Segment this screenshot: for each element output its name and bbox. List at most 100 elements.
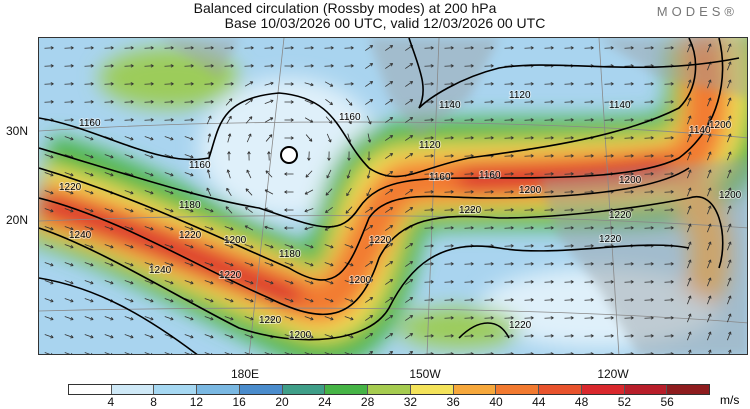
wind-arrow [344,244,354,249]
wind-arrow [226,115,232,125]
wind-arrow [504,226,514,230]
wind-arrow [366,187,372,197]
wind-arrow [204,244,214,249]
wind-arrow [246,133,252,143]
wind-arrow [344,64,354,68]
wind-arrow [64,190,74,195]
wind-arrow [304,189,314,195]
wind-arrow [664,226,674,230]
wind-arrow [44,298,54,303]
wind-arrow [405,261,414,267]
wind-arrow [204,280,214,285]
wind-arrow [706,277,712,287]
wind-arrow [686,43,692,53]
wind-arrow [444,46,454,50]
wind-arrow [244,334,254,339]
wind-arrow [264,64,274,68]
wind-arrow [124,244,134,249]
wind-arrow [144,262,154,267]
wind-arrow [267,151,271,161]
wind-arrow [604,226,614,230]
wind-arrow [366,115,372,125]
colorbar-tick: 20 [275,395,289,409]
wind-arrow [464,208,474,212]
wind-arrow [726,43,732,53]
colorbar-swatch [453,385,497,394]
wind-arrow [726,295,732,305]
wind-arrow [544,82,554,86]
contour-label: 1160 [479,170,501,181]
wind-arrow [706,259,712,269]
wind-arrow [184,352,193,354]
wind-arrow [524,100,534,104]
colorbar-swatch [282,385,326,394]
wind-arrow [686,223,692,233]
wind-arrow [304,64,314,68]
wind-arrow [664,352,674,354]
wind-arrow [604,316,614,320]
wind-arrow [424,172,434,176]
wind-arrow [44,172,54,177]
wind-arrow [224,262,234,267]
wind-arrow [686,241,692,251]
wind-arrow [484,46,494,50]
wind-arrow [504,208,514,212]
wind-arrow [564,226,574,230]
lon-label-120w: 120W [597,367,629,381]
wind-arrow [706,295,712,305]
wind-arrow [444,82,454,86]
wind-arrow [484,262,494,266]
wind-arrow [644,208,654,212]
wind-arrow [284,190,294,194]
wind-arrow [204,262,214,267]
wind-arrow [44,334,54,339]
contour-label: 1220 [179,230,202,241]
wind-arrow [124,82,134,86]
wind-arrow [64,244,74,249]
wind-arrow [284,118,294,122]
wind-arrow [244,206,253,213]
wind-arrow [424,226,434,230]
wind-arrow [184,244,194,249]
wind-arrow [144,208,154,213]
wind-arrow [44,244,54,249]
wind-arrow [604,262,614,266]
wind-arrow [44,280,54,285]
wind-arrow [144,334,154,339]
colorbar-tick: 16 [232,395,246,409]
wind-arrow [104,280,114,285]
contour-label: 1160 [79,118,101,129]
wind-arrow [225,98,233,106]
wind-arrow [204,100,214,104]
wind-arrow [464,100,474,104]
wind-arrow [104,100,114,104]
map-title: Balanced circulation (Rossby modes) at 2… [193,0,497,16]
wind-arrow [644,82,654,86]
wind-arrow [284,82,294,86]
wind-arrow [444,298,454,302]
wind-arrow [365,225,374,231]
wind-arrow [484,208,494,212]
wind-arrow [504,154,514,158]
wind-arrow [284,244,294,249]
wind-arrow [264,352,273,354]
wind-arrow [664,46,674,50]
wind-arrow [464,280,474,284]
wind-arrow [64,226,74,231]
wind-arrow [385,63,394,69]
contour-label: 1200 [709,120,732,131]
wind-arrow [624,82,634,86]
wind-arrow [644,334,654,338]
wind-arrow [564,100,574,104]
wind-arrow [184,154,194,159]
wind-arrow [726,79,732,89]
wind-arrow [624,352,634,354]
wind-arrow [144,118,154,122]
wind-arrow [104,154,114,159]
lat-label-30n: 30N [6,124,29,138]
wind-arrow [584,118,594,122]
wind-arrow [544,208,554,212]
wind-arrow [706,205,712,215]
wind-arrow [444,316,454,320]
wind-arrow [204,352,213,354]
